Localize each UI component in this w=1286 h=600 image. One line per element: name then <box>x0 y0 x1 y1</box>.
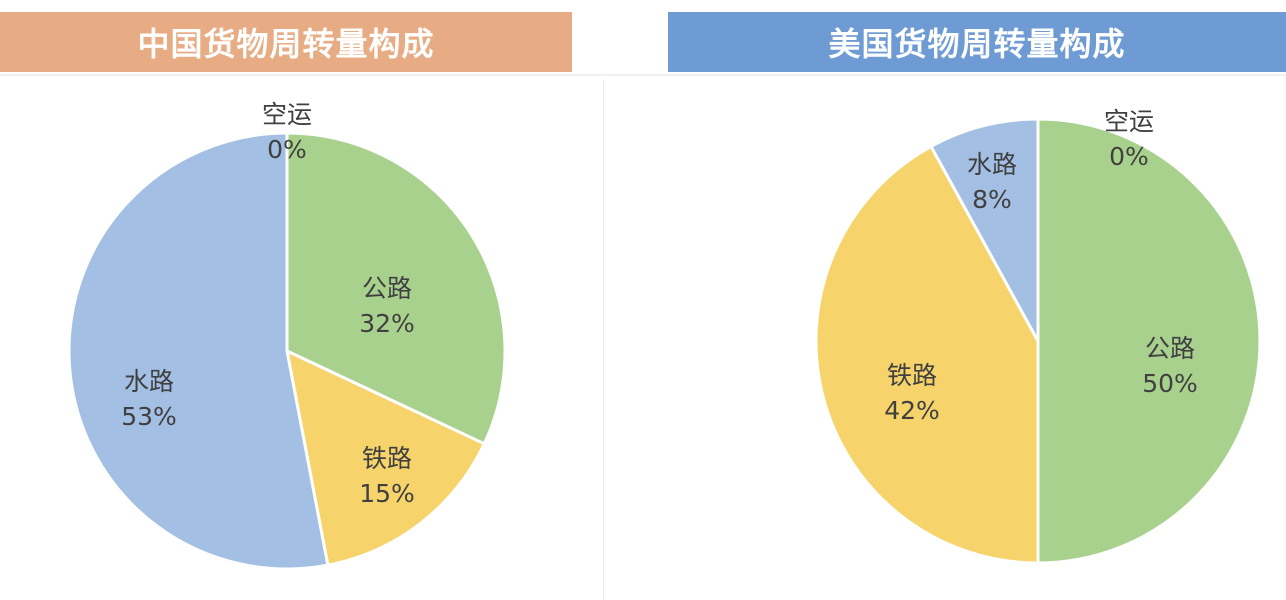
slice-category-label: 公路 <box>1145 334 1195 363</box>
header-underline <box>0 74 603 76</box>
header-underline <box>604 74 1286 76</box>
pie-slice-3 <box>929 117 1040 342</box>
pie-slice-2 <box>284 348 487 567</box>
china-freight-panel: 中国货物周转量构成 公路 32% 铁路 15% 水路 53% 空运 0% <box>0 0 603 600</box>
chart-title: 中国货物周转量构成 <box>0 12 572 72</box>
chart-title: 美国货物周转量构成 <box>668 12 1286 72</box>
china-freight-pie: 公路 32% 铁路 15% 水路 53% 空运 0% <box>67 100 507 571</box>
slice-value-label: 32% <box>359 309 415 338</box>
slice-value-label: 50% <box>1142 369 1198 398</box>
slice-category-label: 空运 <box>262 100 312 129</box>
slice-category-label: 铁路 <box>887 361 937 390</box>
slice-category-label: 公路 <box>362 274 412 303</box>
slice-value-label: 8% <box>972 185 1012 214</box>
usa-freight-panel: 美国货物周转量构成 公路 50% 铁路 42% 水路 8% 空运 0% <box>604 0 1286 600</box>
usa-freight-pie: 公路 50% 铁路 42% 水路 8% 空运 0% <box>814 107 1262 565</box>
slice-value-label: 15% <box>359 479 415 508</box>
panel-divider <box>603 80 604 600</box>
slice-category-label: 铁路 <box>362 444 412 473</box>
slice-category-label: 水路 <box>967 150 1017 179</box>
slice-value-label: 0% <box>1109 142 1149 171</box>
slice-category-label: 空运 <box>1104 107 1154 136</box>
slice-value-label: 0% <box>267 135 307 164</box>
slice-value-label: 42% <box>884 396 940 425</box>
pie-slice-1 <box>1036 117 1262 565</box>
slice-value-label: 53% <box>121 402 177 431</box>
pie-slice-3 <box>67 131 330 571</box>
slice-category-label: 水路 <box>124 367 174 396</box>
pie-slice-2 <box>814 144 1040 565</box>
pie-slice-1 <box>285 131 507 446</box>
